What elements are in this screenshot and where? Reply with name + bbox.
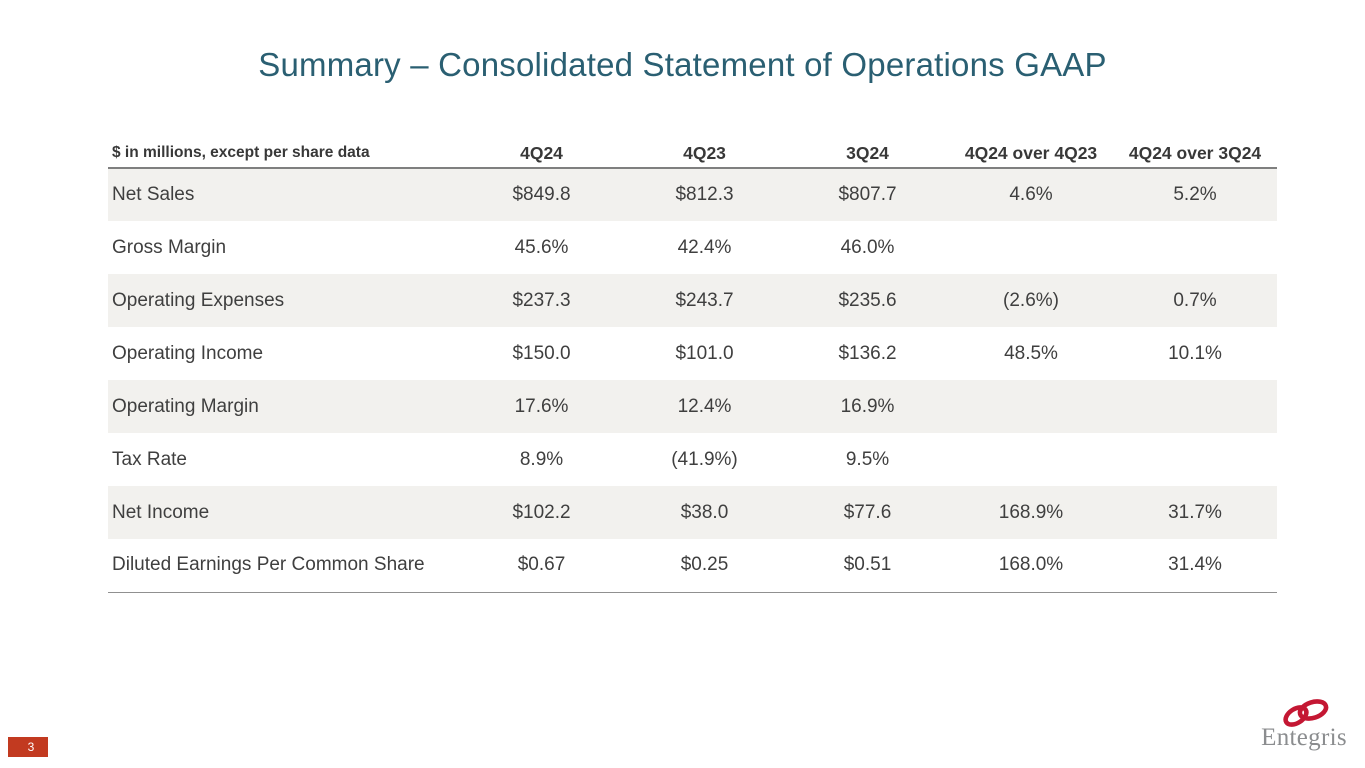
table-row: Net Income $102.2 $38.0 $77.6 168.9% 31.… [108,486,1277,539]
table-cell: 45.6% [514,236,569,258]
table-row: Tax Rate 8.9% (41.9%) 9.5% [108,433,1277,486]
row-label: Operating Margin [112,395,259,417]
table-row: Gross Margin 45.6% 42.4% 46.0% [108,221,1277,274]
column-header-4q23: 4Q23 [623,139,786,169]
table-header-row: $ in millions, except per share data 4Q2… [108,139,1277,169]
table-cell: (2.6%) [1003,289,1059,311]
table-cell: $77.6 [843,501,892,523]
table-cell [1113,380,1277,433]
table-cell: (41.9%) [671,448,738,470]
table-cell [949,433,1113,486]
table-cell [949,221,1113,274]
table-row: Net Sales $849.8 $812.3 $807.7 4.6% 5.2% [108,168,1277,221]
page-number-badge: 3 [8,737,48,757]
row-label: Net Income [112,501,210,523]
table-cell: $150.0 [512,342,571,364]
table-cell: $0.51 [786,539,949,593]
column-header-4q24-over-4q23: 4Q24 over 4Q23 [949,139,1113,169]
table-cell: $243.7 [675,289,734,311]
table-row: Diluted Earnings Per Common Share $0.67 … [108,539,1277,593]
table-cell: $812.3 [675,184,734,205]
column-header-3q24: 3Q24 [786,139,949,169]
table-cell: $849.8 [512,184,571,205]
table-cell: $102.2 [512,501,571,523]
financial-table: $ in millions, except per share data 4Q2… [108,139,1277,593]
table-cell: 8.9% [519,448,564,470]
table-row: Operating Income $150.0 $101.0 $136.2 48… [108,327,1277,380]
entegris-logo: Entegris [1254,698,1354,750]
table-cell: 0.7% [1173,289,1217,311]
table-cell [949,380,1113,433]
row-label: Operating Income [112,342,264,364]
table-cell: $38.0 [680,501,729,523]
table-cell: $136.2 [838,342,897,364]
row-label: Operating Expenses [112,289,285,311]
table-row: Operating Expenses $237.3 $243.7 $235.6 … [108,274,1277,327]
page-title: Summary – Consolidated Statement of Oper… [258,46,1107,83]
row-label: Tax Rate [112,448,187,470]
table-cell: 31.7% [1168,501,1222,523]
entegris-rings-icon [1283,699,1329,727]
table-cell: $0.25 [623,539,786,593]
table-row: Operating Margin 17.6% 12.4% 16.9% [108,380,1277,433]
table-cell: 168.0% [949,539,1113,593]
table-cell: 5.2% [1173,184,1217,205]
table-cell: 168.9% [998,501,1064,523]
row-label: Net Sales [112,184,195,205]
table-cell: 17.6% [514,395,569,417]
column-header-4q24: 4Q24 [460,139,623,169]
column-header-units-note: $ in millions, except per share data [108,139,460,169]
table-cell: $237.3 [512,289,571,311]
table-cell: 46.0% [840,236,895,258]
table-cell: $0.67 [460,539,623,593]
table-cell: 12.4% [677,395,732,417]
table-cell: $101.0 [675,342,734,364]
table-cell: 48.5% [1004,342,1058,364]
table-cell: 9.5% [845,448,890,470]
entegris-wordmark: Entegris [1261,724,1347,751]
table-cell: $235.6 [838,289,897,311]
table-cell [1113,433,1277,486]
table-cell [1113,221,1277,274]
table-cell: 4.6% [1009,184,1053,205]
table-cell: 10.1% [1168,342,1222,364]
table-cell: 31.4% [1113,539,1277,593]
row-label: Diluted Earnings Per Common Share [108,539,460,593]
row-label: Gross Margin [112,236,227,258]
column-header-4q24-over-3q24: 4Q24 over 3Q24 [1113,139,1277,169]
table-cell: 16.9% [840,395,895,417]
table-cell: 42.4% [677,236,732,258]
table-cell: $807.7 [838,184,897,205]
